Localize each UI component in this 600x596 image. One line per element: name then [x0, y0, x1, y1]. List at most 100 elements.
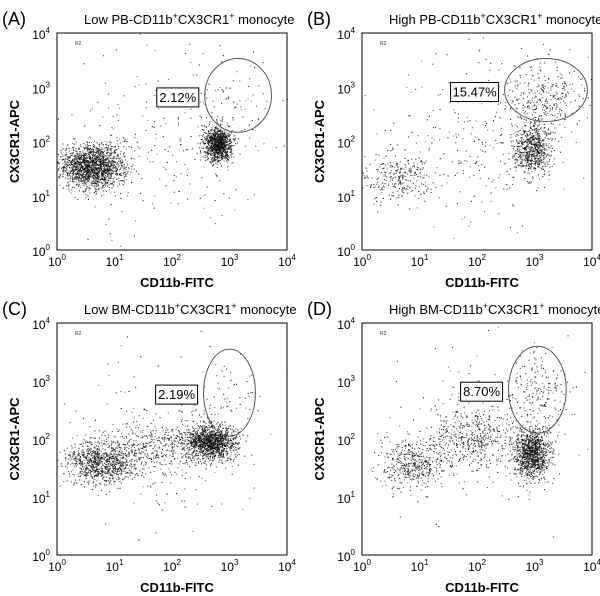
event-dot [425, 185, 427, 187]
event-dot [212, 100, 214, 102]
event-dot [116, 163, 118, 165]
event-dot [146, 101, 148, 103]
event-dot [99, 125, 101, 127]
event-dot [555, 82, 557, 84]
event-dot [89, 150, 91, 152]
event-dot [532, 75, 534, 77]
event-dot [526, 165, 528, 167]
event-dot [105, 165, 107, 167]
event-dot [88, 176, 90, 178]
event-dot [379, 166, 381, 168]
event-dot [107, 146, 109, 148]
event-dot [547, 112, 549, 114]
event-dot [204, 151, 206, 153]
event-dot [523, 92, 525, 94]
event-dot [432, 182, 434, 184]
event-dot [99, 468, 101, 470]
event-dot [67, 157, 69, 159]
event-dot [397, 168, 399, 170]
event-dot [473, 141, 475, 143]
event-dot [550, 99, 552, 101]
event-dot [69, 171, 71, 173]
event-dot [224, 143, 226, 145]
event-dot [100, 156, 102, 158]
event-dot [91, 141, 93, 143]
event-dot [73, 170, 75, 172]
event-dot [218, 147, 220, 149]
event-dot [83, 163, 85, 165]
event-dot [112, 178, 114, 180]
event-dot [228, 159, 230, 161]
event-dot [513, 205, 515, 207]
event-dot [416, 168, 418, 170]
event-dot [530, 127, 532, 129]
event-dot [550, 145, 552, 147]
event-dot [73, 177, 75, 179]
event-dot [399, 161, 401, 163]
tick-base: 10 [411, 255, 425, 269]
event-dot [98, 453, 100, 455]
event-dot [392, 178, 394, 180]
event-dot [224, 146, 226, 148]
event-dot [209, 149, 211, 151]
event-dot [525, 166, 527, 168]
event-dot [548, 92, 550, 94]
event-dot [83, 143, 85, 145]
event-dot [64, 163, 66, 165]
event-dot [233, 135, 235, 137]
event-dot [67, 185, 69, 187]
event-dot [93, 149, 95, 151]
event-dot [102, 167, 104, 169]
event-dot [208, 134, 210, 136]
event-dot [534, 147, 536, 149]
event-dot [582, 106, 584, 108]
event-dot [86, 163, 88, 165]
event-dot [192, 74, 194, 76]
event-dot [93, 173, 95, 175]
event-dot [104, 159, 106, 161]
event-dot [533, 108, 535, 110]
event-dot [88, 169, 90, 171]
event-dot [220, 140, 222, 142]
y-tick-label: 103 [337, 80, 355, 96]
event-dot [531, 158, 533, 160]
event-dot [525, 165, 527, 167]
event-dot [402, 168, 404, 170]
tick-base: 10 [32, 245, 46, 259]
event-dot [366, 176, 368, 178]
y-tick-label: 104 [337, 26, 355, 42]
event-dot [214, 133, 216, 135]
event-dot [401, 195, 403, 197]
event-dot [398, 178, 400, 180]
event-dot [222, 142, 224, 144]
event-dot [206, 140, 208, 142]
event-dot [533, 138, 535, 140]
event-dot [530, 141, 532, 143]
event-dot [538, 140, 540, 142]
event-dot [80, 145, 82, 147]
tick-base: 10 [337, 28, 351, 42]
event-dot [100, 473, 102, 475]
event-dot [415, 174, 417, 176]
event-dot [421, 86, 423, 88]
event-dot [383, 167, 385, 169]
event-dot [91, 108, 93, 110]
event-dot [527, 131, 529, 133]
event-dot [226, 150, 228, 152]
event-dot [401, 190, 403, 192]
event-dot [373, 184, 375, 186]
event-dot [230, 138, 232, 140]
event-dot [230, 152, 232, 154]
event-dot [415, 142, 417, 144]
event-dot [92, 150, 94, 152]
event-dot [130, 472, 132, 474]
event-dot [221, 139, 223, 141]
event-dot [227, 144, 229, 146]
event-dot [100, 166, 102, 168]
event-dot [398, 188, 400, 190]
event-dot [443, 153, 445, 155]
event-dot [122, 478, 124, 480]
event-dot [78, 158, 80, 160]
event-dot [532, 176, 534, 178]
event-dot [365, 167, 367, 169]
